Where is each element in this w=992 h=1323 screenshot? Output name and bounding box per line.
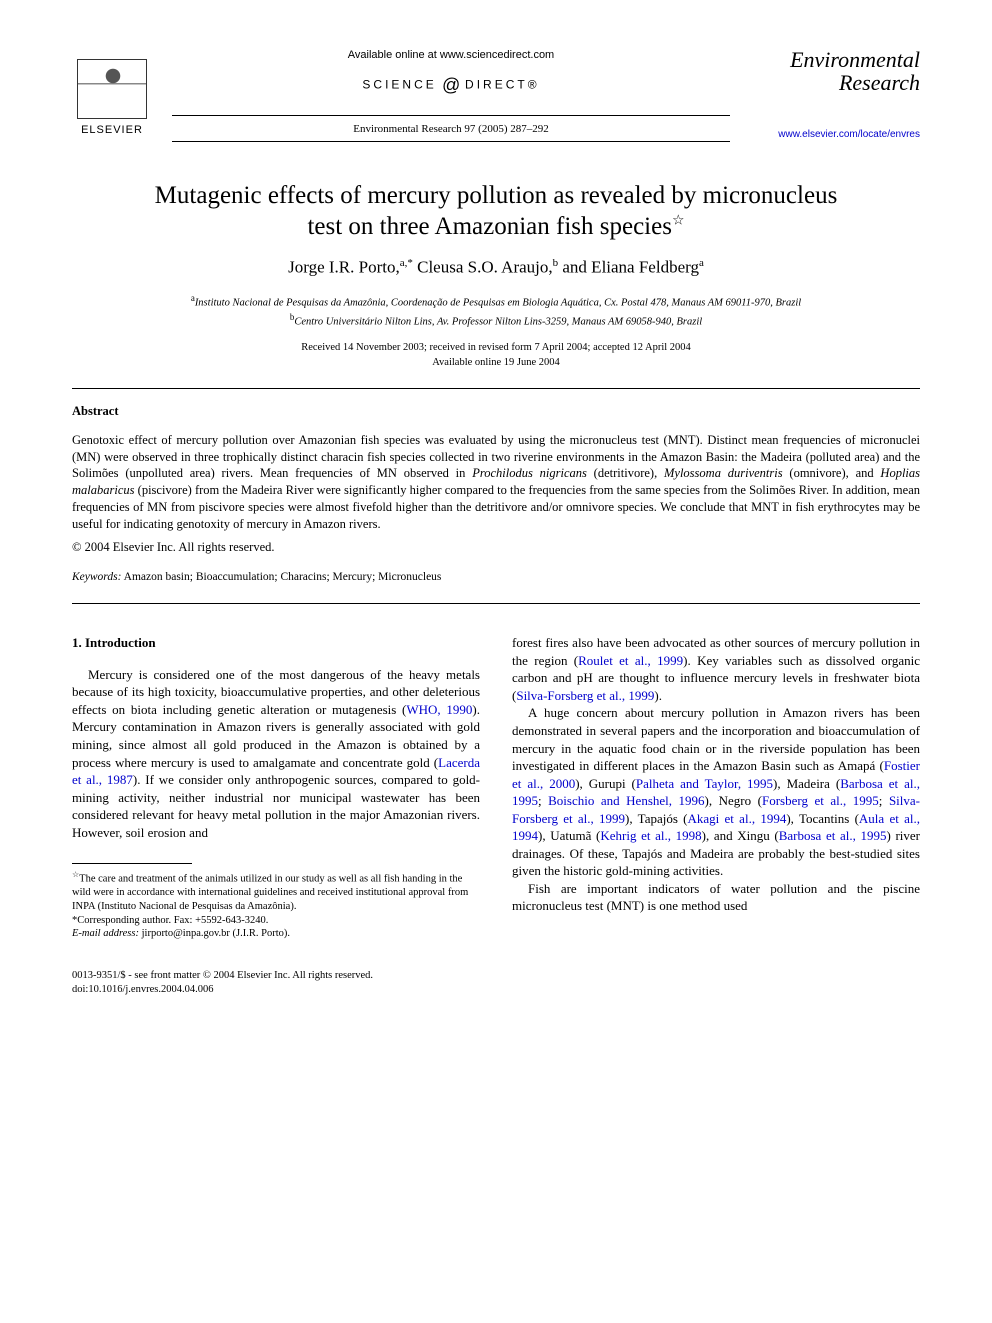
affiliations: aInstituto Nacional de Pesquisas da Amaz… — [72, 292, 920, 329]
footnote-rule — [72, 863, 192, 864]
copyright: © 2004 Elsevier Inc. All rights reserved… — [72, 539, 920, 556]
intro-r2j: ), and Xingu ( — [702, 828, 779, 843]
body-columns: 1. Introduction Mercury is considered on… — [72, 634, 920, 941]
sd-word2: DIRECT® — [465, 77, 540, 91]
abstract-top-rule — [72, 388, 920, 389]
intro-r1c: ). — [654, 688, 662, 703]
email-value: jirporto@inpa.gov.br (J.I.R. Porto). — [139, 928, 290, 939]
author-2-sup: b — [553, 257, 559, 269]
journal-title-line2: Research — [839, 70, 920, 95]
dates-line2: Available online 19 June 2004 — [432, 357, 560, 368]
left-column: 1. Introduction Mercury is considered on… — [72, 634, 480, 941]
footer-line1: 0013-9351/$ - see front matter © 2004 El… — [72, 970, 373, 981]
title-line2: test on three Amazonian fish species — [307, 213, 671, 240]
footnote-corr-text: Corresponding author. Fax: +5592-643-324… — [77, 915, 268, 926]
footnote-star-text: The care and treatment of the animals ut… — [72, 874, 468, 912]
ref-palheta[interactable]: Palheta and Taylor, 1995 — [636, 776, 773, 791]
article-dates: Received 14 November 2003; received in r… — [72, 341, 920, 369]
abstract-text: Genotoxic effect of mercury pollution ov… — [72, 433, 920, 531]
header-rule-bottom — [172, 141, 730, 142]
intro-r2a: A huge concern about mercury pollution i… — [512, 705, 920, 773]
available-online-text: Available online at www.sciencedirect.co… — [172, 48, 730, 63]
ref-barbosa2[interactable]: Barbosa et al., 1995 — [779, 828, 887, 843]
title-line1: Mutagenic effects of mercury pollution a… — [155, 182, 838, 209]
intro-p1-cont: forest fires also have been advocated as… — [512, 634, 920, 704]
abstract-body: Genotoxic effect of mercury pollution ov… — [72, 432, 920, 533]
intro-p2: A huge concern about mercury pollution i… — [512, 704, 920, 879]
ref-kehrig[interactable]: Kehrig et al., 1998 — [600, 828, 701, 843]
ref-roulet[interactable]: Roulet et al., 1999 — [578, 653, 683, 668]
intro-p1c: ). If we consider only anthropogenic sou… — [72, 772, 480, 840]
abstract-bottom-rule — [72, 603, 920, 604]
intro-r2b: ), Gurupi ( — [575, 776, 636, 791]
science-direct-logo: SCIENCE @ DIRECT® — [172, 73, 730, 97]
publisher-name: ELSEVIER — [81, 123, 143, 138]
dates-line1: Received 14 November 2003; received in r… — [301, 342, 691, 353]
footnote-star: ☆The care and treatment of the animals u… — [72, 870, 480, 913]
journal-title-line1: Environmental — [790, 47, 920, 72]
ref-silva[interactable]: Silva-Forsberg et al., 1999 — [516, 688, 654, 703]
intro-r2d: ; — [538, 793, 548, 808]
journal-title: Environmental Research — [750, 48, 920, 94]
footer: 0013-9351/$ - see front matter © 2004 El… — [72, 969, 920, 997]
intro-heading: 1. Introduction — [72, 634, 480, 652]
journal-url-link[interactable]: www.elsevier.com/locate/envres — [778, 129, 920, 140]
keywords-label: Keywords: — [72, 571, 121, 583]
author-2: Cleusa S.O. Araujo, — [417, 258, 553, 277]
author-1: Jorge I.R. Porto, — [288, 258, 400, 277]
intro-r3: Fish are important indicators of water p… — [512, 881, 920, 914]
sd-at-icon: @ — [437, 75, 465, 95]
keywords-line: Keywords: Amazon basin; Bioaccumulation;… — [72, 570, 920, 586]
keywords-values: Amazon basin; Bioaccumulation; Characins… — [121, 571, 441, 583]
journal-title-box: Environmental Research www.elsevier.com/… — [750, 48, 920, 142]
intro-r2e: ), Negro ( — [705, 793, 762, 808]
ref-akagi[interactable]: Akagi et al., 1994 — [688, 811, 787, 826]
elsevier-tree-icon — [77, 59, 147, 119]
email-label: E-mail address: — [72, 928, 139, 939]
header-rule-top — [172, 115, 730, 116]
intro-r2i: ), Uatumã ( — [538, 828, 600, 843]
author-1-sup: a,* — [400, 257, 413, 269]
abstract-heading: Abstract — [72, 403, 920, 420]
ref-forsberg[interactable]: Forsberg et al., 1995 — [762, 793, 879, 808]
sd-word1: SCIENCE — [362, 77, 436, 91]
author-3-sup: a — [699, 257, 704, 269]
elsevier-logo: ELSEVIER — [72, 48, 152, 138]
page-header: ELSEVIER Available online at www.science… — [72, 48, 920, 144]
footer-line2: doi:10.1016/j.envres.2004.04.006 — [72, 984, 213, 995]
ref-boischio[interactable]: Boischio and Henshel, 1996 — [548, 793, 704, 808]
center-header: Available online at www.sciencedirect.co… — [152, 48, 750, 144]
intro-p1: Mercury is considered one of the most da… — [72, 666, 480, 841]
title-star-icon: ☆ — [672, 214, 685, 229]
journal-reference: Environmental Research 97 (2005) 287–292 — [172, 122, 730, 137]
authors: Jorge I.R. Porto,a,* Cleusa S.O. Araujo,… — [72, 256, 920, 280]
footnote-corresponding: *Corresponding author. Fax: +5592-643-32… — [72, 914, 480, 928]
affil-a: Instituto Nacional de Pesquisas da Amazô… — [195, 298, 801, 309]
author-3: and Eliana Feldberg — [562, 258, 699, 277]
article-title: Mutagenic effects of mercury pollution a… — [72, 180, 920, 243]
right-column: forest fires also have been advocated as… — [512, 634, 920, 941]
footnote-email: E-mail address: jirporto@inpa.gov.br (J.… — [72, 927, 480, 941]
intro-r2c: ), Madeira ( — [773, 776, 840, 791]
intro-p3: Fish are important indicators of water p… — [512, 880, 920, 915]
ref-who[interactable]: WHO, 1990 — [406, 702, 472, 717]
intro-r2f: ; — [879, 793, 889, 808]
affil-b: Centro Universitário Nilton Lins, Av. Pr… — [294, 316, 702, 327]
intro-r2h: ), Tocantins ( — [786, 811, 859, 826]
intro-r2g: ), Tapajós ( — [625, 811, 687, 826]
